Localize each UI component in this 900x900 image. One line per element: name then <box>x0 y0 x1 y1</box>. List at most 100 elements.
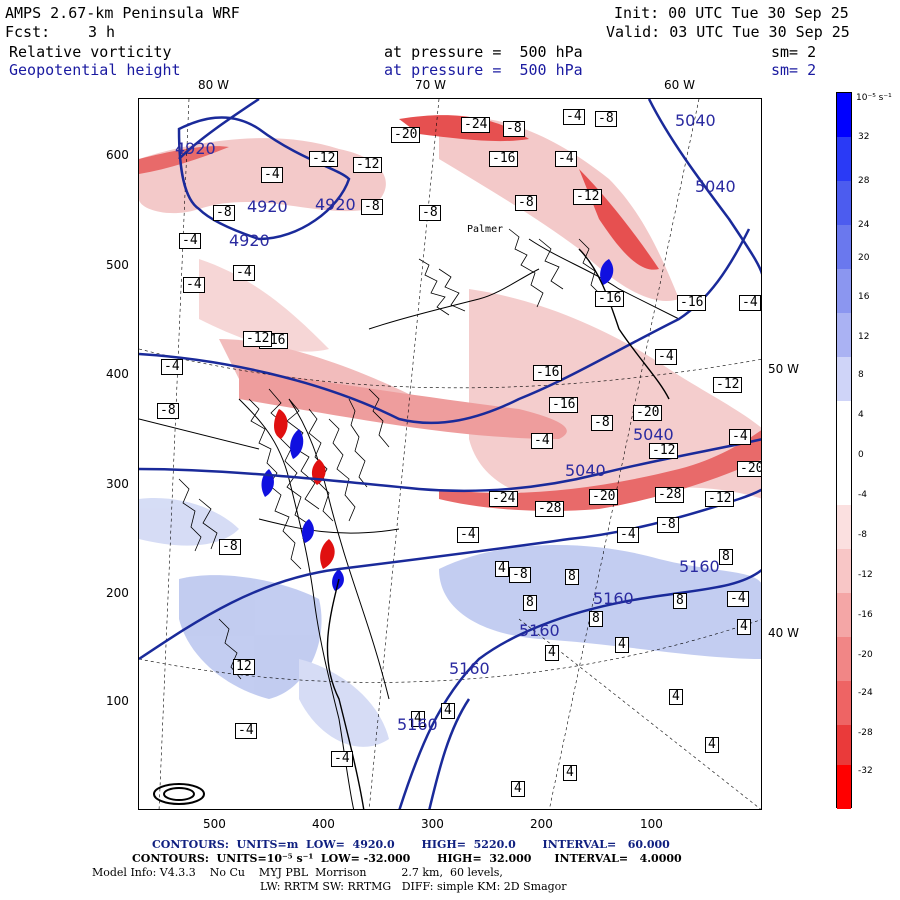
vort-label: -8 <box>219 539 241 555</box>
vort-label: 4 <box>511 781 525 797</box>
vort-label: -4 <box>739 295 761 311</box>
vort-label: -4 <box>457 527 479 543</box>
y-tick-200: 200 <box>106 586 129 600</box>
physics-info: LW: RRTM SW: RRTMG DIFF: simple KM: 2D S… <box>260 880 567 893</box>
height-label: 4920 <box>315 195 356 214</box>
vort-label: -12 <box>705 491 735 507</box>
vort-label: -28 <box>535 501 565 517</box>
vort-label: 8 <box>523 595 537 611</box>
field2-level: at pressure = 500 hPa <box>384 61 583 79</box>
height-label: 5040 <box>633 425 674 444</box>
vort-label: -20 <box>737 461 761 477</box>
place-label: Palmer <box>467 224 504 235</box>
colorbar-unit: 10⁻⁵ s⁻¹ <box>856 93 892 103</box>
vort-label: -16 <box>549 397 579 413</box>
vort-label: 12 <box>233 659 255 675</box>
vort-label: 4 <box>545 645 559 661</box>
vort-label: -8 <box>591 415 613 431</box>
vort-label: 8 <box>719 549 733 565</box>
vorticity-map: -20 -24 -8 -4 -8 -12 -12 -16 -4 -12 -8 -… <box>138 98 762 810</box>
x-tick-500: 500 <box>203 817 226 831</box>
colorbar-tick: -12 <box>858 570 873 580</box>
vort-label: -24 <box>461 117 491 133</box>
lon-label-60w: 60 W <box>664 78 695 92</box>
vort-label: -20 <box>391 127 421 143</box>
vort-label: -4 <box>235 723 257 739</box>
height-label: 5160 <box>519 621 560 640</box>
vort-label: -16 <box>533 365 563 381</box>
colorbar-tick: -4 <box>858 490 867 500</box>
vort-label: -16 <box>595 291 625 307</box>
field1-smoothing: sm= 2 <box>771 43 817 61</box>
x-tick-300: 300 <box>421 817 444 831</box>
colorbar-tick: 8 <box>858 370 864 380</box>
vort-label: 4 <box>669 689 683 705</box>
vorticity-contour-info: CONTOURS: UNITS=10⁻⁵ s⁻¹ LOW= -32.000 HI… <box>132 852 682 865</box>
vort-label: -4 <box>555 151 577 167</box>
vort-label: -12 <box>243 331 273 347</box>
x-tick-400: 400 <box>312 817 335 831</box>
vort-label: -12 <box>309 151 339 167</box>
vort-label: 4 <box>411 711 425 727</box>
height-label: 5160 <box>449 659 490 678</box>
colorbar <box>836 92 852 809</box>
height-contour-info: CONTOURS: UNITS=m LOW= 4920.0 HIGH= 5220… <box>152 838 670 851</box>
vort-label: -8 <box>657 517 679 533</box>
vort-label: -20 <box>633 405 663 421</box>
model-info: Model Info: V4.3.3 No Cu MYJ PBL Morriso… <box>92 866 503 879</box>
y-tick-600: 600 <box>106 148 129 162</box>
colorbar-tick: 24 <box>858 220 870 230</box>
field2-name: Geopotential height <box>9 61 181 79</box>
colorbar-tick: 0 <box>858 450 864 460</box>
vort-label: -4 <box>655 349 677 365</box>
height-label: 5040 <box>565 461 606 480</box>
vort-label: 4 <box>441 703 455 719</box>
vort-label: -8 <box>515 195 537 211</box>
vort-label: -24 <box>489 491 519 507</box>
height-label: 5160 <box>679 557 720 576</box>
vort-label: -4 <box>729 429 751 445</box>
y-tick-300: 300 <box>106 477 129 491</box>
field2-smoothing: sm= 2 <box>771 61 817 79</box>
lon-label-80w: 80 W <box>198 78 229 92</box>
colorbar-tick: 16 <box>858 292 870 302</box>
field1-level: at pressure = 500 hPa <box>384 43 583 61</box>
forecast-label: Fcst: <box>5 23 51 41</box>
x-tick-200: 200 <box>530 817 553 831</box>
lat-label-50w: 50 W <box>768 362 799 376</box>
vort-label: -12 <box>573 189 603 205</box>
vort-label: -28 <box>655 487 685 503</box>
height-label: 5160 <box>397 715 438 734</box>
height-label: 4920 <box>229 231 270 250</box>
vort-label: -4 <box>161 359 183 375</box>
vort-label: -16 <box>489 151 519 167</box>
colorbar-tick: -20 <box>858 650 873 660</box>
vort-label: -12 <box>649 443 679 459</box>
vort-label: -4 <box>183 277 205 293</box>
height-label: 4920 <box>247 197 288 216</box>
lat-label-40w: 40 W <box>768 626 799 640</box>
vort-label: -12 <box>353 157 383 173</box>
vort-label: 4 <box>495 561 509 577</box>
y-tick-400: 400 <box>106 367 129 381</box>
colorbar-tick: 4 <box>858 410 864 420</box>
colorbar-tick: -28 <box>858 728 873 738</box>
vort-label: -20 <box>589 489 619 505</box>
terrain-contours <box>139 238 680 809</box>
valid-time: Valid: 03 UTC Tue 30 Sep 25 <box>606 23 850 41</box>
height-label: 4920 <box>175 139 216 158</box>
vort-label: -8 <box>213 205 235 221</box>
storm-ring <box>153 783 205 805</box>
x-tick-100: 100 <box>640 817 663 831</box>
y-tick-500: 500 <box>106 258 129 272</box>
vort-label: 4 <box>563 765 577 781</box>
vort-label: -4 <box>261 167 283 183</box>
vort-label: -4 <box>233 265 255 281</box>
vort-label: -8 <box>595 111 617 127</box>
vort-label: 4 <box>737 619 751 635</box>
vort-label: 8 <box>673 593 687 609</box>
vort-label: -8 <box>503 121 525 137</box>
field1-name: Relative vorticity <box>9 43 172 61</box>
colorbar-tick: -32 <box>858 766 873 776</box>
vort-label: 8 <box>565 569 579 585</box>
